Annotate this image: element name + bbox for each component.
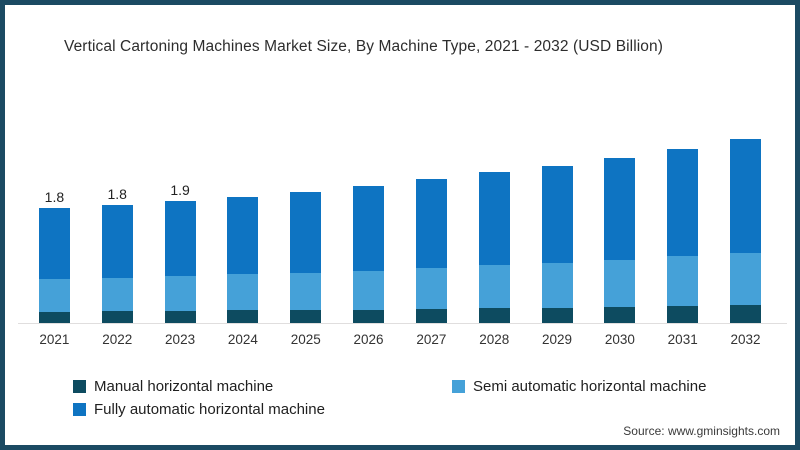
bar-segment-fully-2031 (667, 148, 699, 257)
bar-2032 (730, 138, 762, 323)
bar-column-2026 (337, 130, 400, 323)
bar-segment-fully-2026 (353, 186, 385, 271)
bar-segment-manual-2032 (730, 305, 762, 323)
bar-segment-fully-2030 (604, 157, 636, 261)
bar-segment-manual-2025 (290, 310, 322, 323)
bar-value-label-2022: 1.8 (107, 186, 127, 203)
x-tick-label-2023: 2023 (165, 332, 196, 347)
bar-column-2024 (211, 130, 274, 323)
bar-segment-manual-2022 (101, 310, 133, 323)
legend-item-fully: Fully automatic horizontal machine (73, 401, 325, 418)
legend-label-fully: Fully automatic horizontal machine (94, 401, 325, 418)
x-tick-label-2028: 2028 (479, 332, 510, 347)
bar-column-2029 (526, 130, 589, 323)
bar-segment-fully-2022 (101, 205, 133, 278)
legend-swatch-manual (73, 380, 86, 393)
legend-label-manual: Manual horizontal machine (94, 378, 274, 395)
bar-segment-manual-2031 (667, 305, 699, 323)
bar-segment-semi-2026 (353, 270, 385, 310)
bar-segment-manual-2027 (415, 308, 447, 323)
bar-segment-semi-2031 (667, 256, 699, 306)
bar-segment-fully-2025 (290, 191, 322, 274)
bar-column-2032 (714, 130, 777, 323)
legend-item-manual: Manual horizontal machine (73, 378, 273, 395)
bar-segment-semi-2027 (415, 267, 447, 309)
bar-2023 (164, 200, 196, 323)
bar-column-2030 (588, 130, 651, 323)
bar-segment-manual-2024 (227, 310, 259, 323)
plot-area: 1.8 1.8 1.9 (23, 130, 777, 323)
bar-segment-manual-2028 (478, 308, 510, 323)
bar-column-2023: 1.9 (149, 130, 212, 323)
bar-segment-manual-2021 (38, 311, 70, 323)
bar-segment-fully-2023 (164, 200, 196, 277)
bar-2022 (101, 205, 133, 323)
bar-column-2027 (400, 130, 463, 323)
bar-column-2028 (463, 130, 526, 323)
bar-2025 (290, 191, 322, 323)
bar-segment-manual-2030 (604, 307, 636, 323)
x-tick-label-2024: 2024 (227, 332, 258, 347)
bar-segment-semi-2023 (164, 276, 196, 311)
x-tick-label-2032: 2032 (730, 332, 761, 347)
bar-segment-semi-2024 (227, 274, 259, 311)
bar-segment-fully-2029 (541, 165, 573, 263)
bar-segment-semi-2028 (478, 265, 510, 309)
bar-segment-manual-2026 (353, 309, 385, 323)
bar-segment-semi-2022 (101, 277, 133, 311)
bar-segment-semi-2030 (604, 260, 636, 307)
bar-segment-manual-2029 (541, 307, 573, 323)
x-tick-label-2029: 2029 (542, 332, 573, 347)
legend-swatch-fully (73, 403, 86, 416)
bar-column-2025 (274, 130, 337, 323)
bar-segment-fully-2028 (478, 172, 510, 266)
x-tick-label-2026: 2026 (353, 332, 384, 347)
bar-segment-manual-2023 (164, 310, 196, 323)
bar-segment-semi-2029 (541, 262, 573, 308)
legend-item-semi: Semi automatic horizontal machine (452, 378, 706, 395)
bar-2030 (604, 157, 636, 323)
bar-column-2031 (651, 130, 714, 323)
bar-column-2022: 1.8 (86, 130, 149, 323)
bar-2028 (478, 172, 510, 323)
bar-2026 (353, 186, 385, 323)
x-tick-label-2030: 2030 (604, 332, 635, 347)
x-axis-line (18, 323, 787, 324)
x-tick-label-2031: 2031 (667, 332, 698, 347)
bar-2031 (667, 148, 699, 323)
bar-segment-semi-2032 (730, 253, 762, 306)
x-tick-label-2025: 2025 (290, 332, 321, 347)
bar-segment-semi-2021 (38, 278, 70, 312)
bar-2027 (415, 178, 447, 323)
bar-segment-fully-2021 (38, 207, 70, 279)
chart-title: Vertical Cartoning Machines Market Size,… (64, 38, 664, 55)
bar-2021 (38, 207, 70, 323)
bar-2029 (541, 165, 573, 323)
bar-value-label-2021: 1.8 (44, 188, 65, 205)
x-axis-labels: 2021 2022 2023 2024 2025 2026 2027 2028 2029 2030… (23, 332, 777, 347)
bar-value-label-2023: 1.9 (170, 181, 190, 198)
bar-column-2021: 1.8 (23, 130, 86, 323)
x-tick-label-2021: 2021 (39, 332, 70, 347)
legend-label-semi: Semi automatic horizontal machine (473, 378, 707, 395)
bar-segment-semi-2025 (290, 273, 322, 311)
bar-segment-fully-2024 (227, 197, 259, 275)
x-tick-label-2027: 2027 (416, 332, 447, 347)
x-tick-label-2022: 2022 (102, 332, 133, 347)
bar-segment-fully-2032 (730, 138, 762, 254)
legend-swatch-semi (452, 380, 465, 393)
source-text: Source: www.gminsights.com (623, 424, 780, 438)
bar-segment-fully-2027 (415, 178, 447, 268)
bar-2024 (227, 197, 259, 323)
